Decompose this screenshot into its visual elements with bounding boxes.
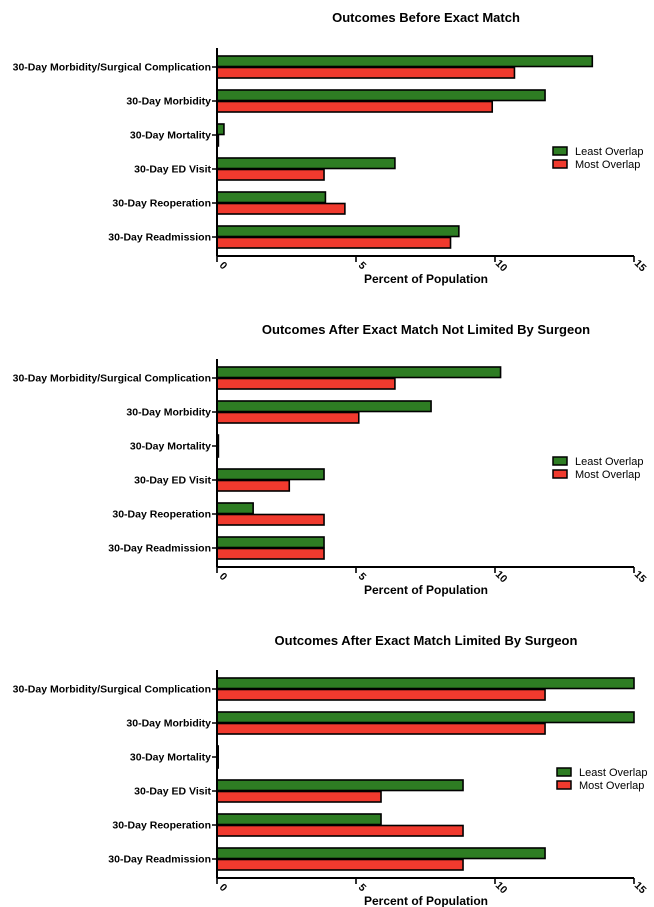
x-axis-title: Percent of Population [364,583,488,597]
legend-label-most-overlap: Most Overlap [575,469,640,481]
legend-swatch-most-overlap [552,469,568,479]
bar-least-overlap-30-day-morbidity-surgical-complication [216,366,502,379]
category-label-30-day-reoperation: 30-Day Reoperation [112,509,211,521]
category-label-30-day-readmission: 30-Day Readmission [108,854,211,866]
legend-swatch-least-overlap [556,767,572,777]
bar-most-overlap-30-day-morbidity [216,100,494,113]
bar-least-overlap-30-day-mortality [216,123,225,136]
legend-label-least-overlap: Least Overlap [579,767,647,779]
category-label-30-day-morbidity: 30-Day Morbidity [126,407,211,419]
bar-most-overlap-30-day-morbidity-surgical-complication [216,688,546,701]
category-label-30-day-readmission: 30-Day Readmission [108,543,211,555]
category-label-30-day-ed-visit: 30-Day ED Visit [134,475,211,487]
category-label-30-day-morbidity-surgical-complication: 30-Day Morbidity/Surgical Complication [13,373,211,385]
x-tick-label: 0 [217,882,230,895]
category-label-30-day-morbidity: 30-Day Morbidity [126,96,211,108]
x-tick-label: 5 [356,882,369,895]
chart-title: Outcomes After Exact Match Limited By Su… [275,633,578,648]
bar-most-overlap-30-day-reoperation [216,202,346,215]
category-label-30-day-morbidity-surgical-complication: 30-Day Morbidity/Surgical Complication [13,684,211,696]
category-label-30-day-mortality: 30-Day Mortality [130,752,211,764]
category-label-30-day-morbidity-surgical-complication: 30-Day Morbidity/Surgical Complication [13,62,211,74]
category-label-30-day-reoperation: 30-Day Reoperation [112,820,211,832]
bar-most-overlap-30-day-readmission [216,547,325,560]
legend-label-least-overlap: Least Overlap [575,456,643,468]
bar-least-overlap-30-day-ed-visit [216,468,325,481]
category-label-30-day-readmission: 30-Day Readmission [108,232,211,244]
category-label-30-day-mortality: 30-Day Mortality [130,130,211,142]
bar-least-overlap-30-day-morbidity-surgical-complication [216,55,594,68]
bar-most-overlap-30-day-reoperation [216,513,325,526]
legend-swatch-least-overlap [552,456,568,466]
bar-least-overlap-30-day-reoperation [216,191,327,204]
category-label-30-day-ed-visit: 30-Day ED Visit [134,164,211,176]
chart-title: Outcomes Before Exact Match [332,10,520,25]
bar-least-overlap-30-day-readmission [216,847,546,860]
bar-most-overlap-30-day-readmission [216,858,464,871]
bar-most-overlap-30-day-ed-visit [216,790,382,803]
chart-panel-2: Outcomes After Exact Match Not Limited B… [13,322,649,597]
bar-most-overlap-30-day-readmission [216,236,452,249]
bar-least-overlap-30-day-readmission [216,225,460,238]
bar-least-overlap-30-day-morbidity [216,711,635,724]
bar-least-overlap-30-day-morbidity-surgical-complication [216,677,635,690]
category-label-30-day-ed-visit: 30-Day ED Visit [134,786,211,798]
category-label-30-day-mortality: 30-Day Mortality [130,441,211,453]
bar-least-overlap-30-day-readmission [216,536,325,549]
bar-least-overlap-30-day-reoperation [216,813,382,826]
bar-most-overlap-30-day-morbidity [216,411,360,424]
legend-label-most-overlap: Most Overlap [579,780,644,792]
bar-least-overlap-30-day-reoperation [216,502,254,515]
chart-title: Outcomes After Exact Match Not Limited B… [262,322,590,337]
legend-label-least-overlap: Least Overlap [575,146,643,158]
category-label-30-day-reoperation: 30-Day Reoperation [112,198,211,210]
bar-most-overlap-30-day-reoperation [216,824,464,837]
chart-panel-3: Outcomes After Exact Match Limited By Su… [13,633,649,907]
legend-swatch-most-overlap [552,159,568,169]
bar-most-overlap-30-day-morbidity [216,722,546,735]
bar-most-overlap-30-day-ed-visit [216,479,291,492]
bar-least-overlap-30-day-morbidity [216,89,546,102]
bar-most-overlap-30-day-morbidity-surgical-complication [216,66,516,79]
bar-most-overlap-30-day-ed-visit [216,168,325,181]
x-tick-label: 5 [356,571,369,584]
chart-panel-1: Outcomes Before Exact Match 30-Day Morbid… [13,10,649,286]
bar-least-overlap-30-day-morbidity [216,400,432,413]
x-tick-label: 0 [217,571,230,584]
x-tick-label: 5 [356,260,369,273]
x-axis-title: Percent of Population [364,894,488,907]
x-axis-title: Percent of Population [364,272,488,286]
legend-swatch-least-overlap [552,146,568,156]
bar-most-overlap-30-day-morbidity-surgical-complication [216,377,396,390]
bar-least-overlap-30-day-ed-visit [216,157,396,170]
legend-label-most-overlap: Most Overlap [575,159,640,171]
bar-least-overlap-30-day-ed-visit [216,779,464,792]
category-label-30-day-morbidity: 30-Day Morbidity [126,718,211,730]
x-tick-label: 0 [217,260,230,273]
legend-swatch-most-overlap [556,780,572,790]
